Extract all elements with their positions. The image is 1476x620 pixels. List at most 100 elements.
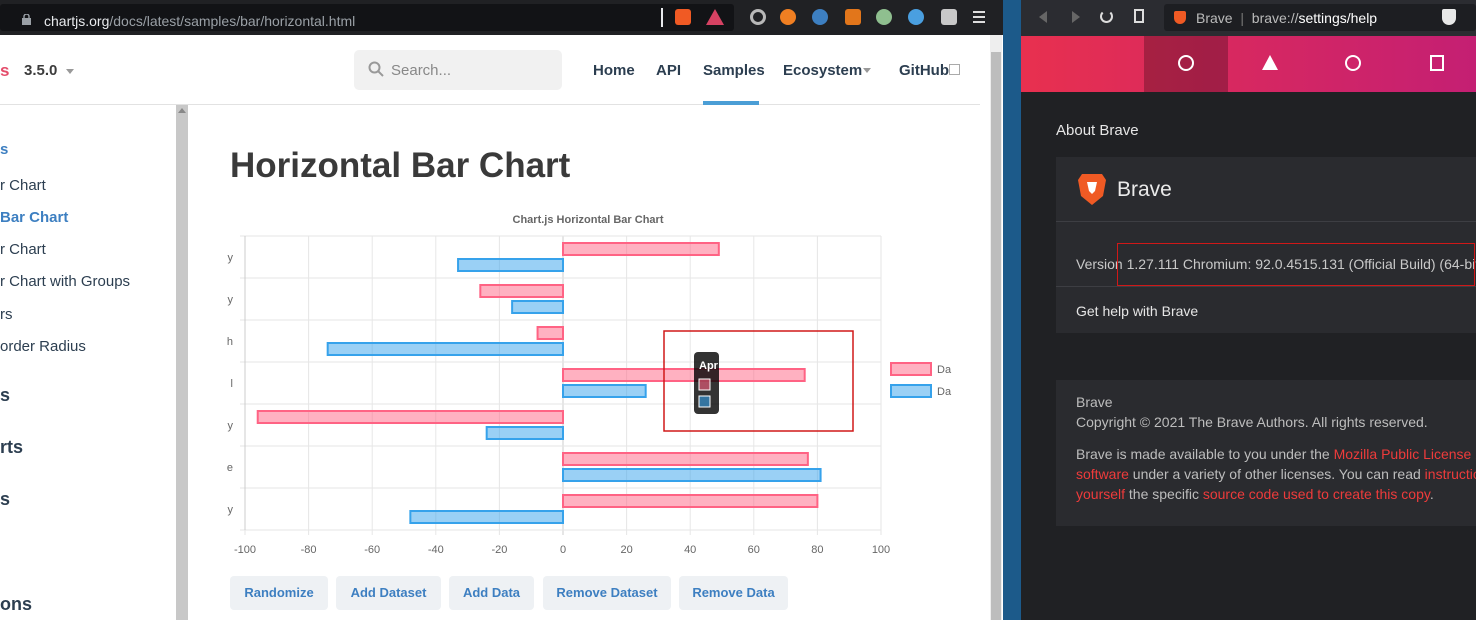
bookmark-icon[interactable]	[1134, 9, 1144, 23]
section-title: About Brave	[1056, 122, 1139, 139]
chevron-down-icon	[66, 69, 74, 74]
bar	[562, 242, 720, 256]
x-tick-label: -60	[364, 544, 380, 556]
chart-title: Chart.js Horizontal Bar Chart	[513, 214, 664, 226]
add-data-button[interactable]: Add Data	[449, 576, 534, 610]
tooltip-swatch	[698, 395, 711, 408]
legend-label: Da	[937, 364, 952, 376]
reload-icon[interactable]	[1100, 10, 1113, 23]
search-placeholder: Search...	[391, 62, 452, 79]
site-header: s 3.5.0 Search... Home API Samples Ecosy…	[0, 35, 980, 105]
sidebar-heading[interactable]: s	[0, 489, 11, 509]
license-line-2: software under a variety of other licens…	[1076, 466, 1476, 482]
bar	[479, 284, 565, 298]
extensions-puzzle-icon[interactable]	[941, 9, 957, 25]
bar	[562, 368, 806, 382]
license-line-3: yourself the specific source code used t…	[1076, 486, 1434, 502]
remove-dataset-button[interactable]: Remove Dataset	[543, 576, 671, 610]
address-bar[interactable]: Brave | brave://settings/help	[1164, 4, 1476, 31]
extension-orange-icon[interactable]	[780, 9, 796, 25]
y-tick-label: e	[227, 462, 233, 474]
source-code-link[interactable]: source code used to create this copy	[1202, 486, 1430, 502]
metamask-icon[interactable]	[845, 9, 861, 25]
nav-samples[interactable]: Samples	[703, 62, 765, 79]
x-tick-label: 40	[684, 544, 696, 556]
bar	[562, 452, 809, 466]
site-logo-text[interactable]: s	[0, 61, 10, 80]
extension-blue-icon[interactable]	[908, 9, 924, 25]
sidebar-item-stacked-bar-chart[interactable]: r Chart	[0, 241, 46, 258]
sidebar: s r Chart Bar Chart r Chart r Chart with…	[0, 105, 176, 620]
sidebar-item-border-radius[interactable]: order Radius	[0, 338, 86, 355]
forward-icon[interactable]	[1072, 11, 1080, 23]
y-tick-label: l	[231, 378, 233, 390]
app-name: Brave	[1117, 178, 1172, 201]
bar	[562, 494, 819, 508]
get-help-link[interactable]: Get help with Brave	[1076, 303, 1199, 319]
url-text: Brave | brave://settings/help	[1196, 10, 1378, 26]
extension-green-icon[interactable]	[876, 9, 892, 25]
bar	[256, 410, 564, 424]
x-tick-label: 80	[811, 544, 823, 556]
active-nav-indicator	[703, 101, 759, 105]
extension-c-icon[interactable]	[750, 9, 766, 25]
history-icon[interactable]	[1345, 55, 1361, 71]
legend-label: Da	[937, 386, 952, 398]
page-scrollbar-thumb[interactable]	[991, 52, 1001, 620]
x-tick-label: 60	[748, 544, 760, 556]
right-browser-window: Brave | brave://settings/help About Brav…	[1021, 0, 1476, 620]
extension-face-icon[interactable]	[812, 9, 828, 25]
mozilla-license-link[interactable]: Mozilla Public License 2.0	[1333, 446, 1476, 462]
version-highlight-box	[1117, 243, 1475, 286]
bookmark-divider	[661, 8, 663, 27]
sidebar-item-bar-chart[interactable]: r Chart	[0, 177, 46, 194]
software-link[interactable]: software	[1076, 466, 1129, 482]
add-dataset-button[interactable]: Add Dataset	[336, 576, 441, 610]
nav-home[interactable]: Home	[593, 62, 635, 79]
bookmarks-icon[interactable]	[1430, 55, 1444, 71]
randomize-button[interactable]: Randomize	[230, 576, 328, 610]
rewards-triangle-icon[interactable]	[1262, 55, 1278, 70]
nav-ecosystem[interactable]: Ecosystem	[783, 62, 863, 79]
remove-data-button[interactable]: Remove Data	[679, 576, 788, 610]
card-divider	[1056, 286, 1476, 287]
x-tick-label: 0	[560, 544, 566, 556]
license-line-1: Brave is made available to you under the…	[1076, 446, 1476, 462]
nav-api[interactable]: API	[656, 62, 682, 79]
x-tick-label: -40	[428, 544, 444, 556]
nav-github[interactable]: GitHub	[899, 62, 949, 79]
back-icon[interactable]	[1039, 11, 1047, 23]
left-browser-toolbar: chartjs.org/docs/latest/samples/bar/hori…	[0, 0, 1003, 35]
instructions-link[interactable]: instructions	[1424, 466, 1476, 482]
external-link-icon	[949, 64, 960, 75]
shields-icon[interactable]	[1442, 9, 1456, 25]
y-tick-label: h	[227, 336, 233, 348]
gear-icon[interactable]	[1178, 55, 1194, 71]
settings-tab-strip	[1021, 36, 1476, 92]
sidebar-heading[interactable]: s	[0, 385, 11, 405]
y-tick-label: y	[228, 294, 234, 306]
url-text: chartjs.org/docs/latest/samples/bar/hori…	[44, 13, 356, 29]
scroll-up-arrow-icon[interactable]	[178, 108, 186, 113]
version-selector[interactable]: 3.5.0	[24, 62, 58, 79]
sidebar-item-floating-bars[interactable]: rs	[0, 306, 13, 323]
yourself-link[interactable]: yourself	[1076, 486, 1126, 502]
sidebar-scrollbar[interactable]	[176, 105, 188, 620]
sidebar-heading[interactable]: rts	[0, 437, 24, 457]
search-input[interactable]: Search...	[354, 50, 562, 90]
sidebar-section-link[interactable]: s	[0, 141, 9, 158]
brave-shields-icon[interactable]	[675, 9, 691, 25]
sidebar-item-horizontal-bar-chart[interactable]: Bar Chart	[0, 209, 69, 226]
x-tick-label: -80	[301, 544, 317, 556]
x-tick-label: -20	[491, 544, 507, 556]
copyright-text: Copyright © 2021 The Brave Authors. All …	[1076, 414, 1428, 430]
brave-logo-icon	[1077, 172, 1107, 211]
x-tick-label: 20	[620, 544, 632, 556]
menu-icon[interactable]	[973, 10, 985, 24]
brave-rewards-icon[interactable]	[706, 9, 724, 25]
sidebar-item-stacked-bar-groups[interactable]: r Chart with Groups	[0, 273, 131, 290]
sidebar-heading[interactable]: ons	[0, 594, 33, 614]
bar	[511, 300, 564, 314]
address-bar[interactable]: chartjs.org/docs/latest/samples/bar/hori…	[0, 4, 734, 31]
x-tick-label: -100	[234, 544, 256, 556]
